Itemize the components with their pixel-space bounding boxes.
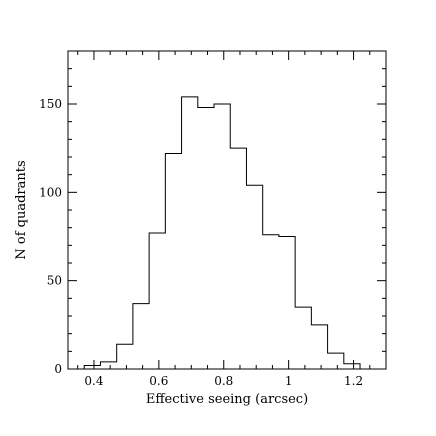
y-axis-label: N of quadrants	[14, 160, 29, 259]
x-axis-label: Effective seeing (arcsec)	[146, 392, 308, 407]
histogram-outline	[83, 96, 361, 369]
x-tick-label: 0.6	[149, 374, 168, 388]
y-tick-label: 0	[54, 362, 62, 376]
y-tick-label: 150	[39, 97, 62, 111]
axis-tick-labels: 0.4 0.6 0.8 1 1.2 0 50 100 150	[39, 97, 363, 388]
x-tick-label: 0.4	[84, 374, 103, 388]
axis-ticks	[68, 50, 387, 370]
x-tick-label: 1	[285, 374, 293, 388]
plot-frame	[67, 50, 387, 370]
x-tick-label: 0.8	[214, 374, 233, 388]
x-tick-label: 1.2	[344, 374, 363, 388]
y-tick-label: 50	[47, 274, 62, 288]
y-tick-label: 100	[39, 185, 62, 199]
